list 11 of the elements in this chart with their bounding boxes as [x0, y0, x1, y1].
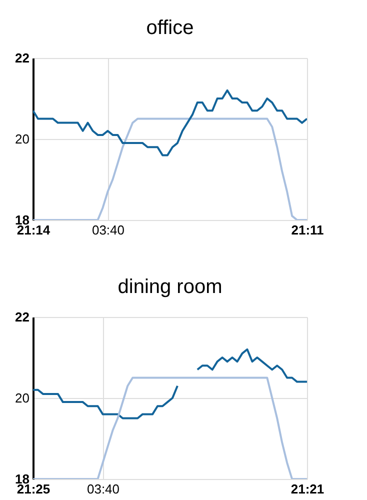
chart-title: dining room — [118, 276, 222, 298]
y-tick-label: 20 — [15, 132, 30, 146]
x-tick-label: 03:40 — [86, 482, 120, 496]
x-tick-label: 03:40 — [92, 222, 124, 238]
chart-title: office — [146, 17, 194, 39]
y-tick-label: 22 — [15, 50, 30, 66]
y-tick-label: 20 — [15, 390, 30, 406]
line-series — [33, 89, 307, 156]
y-tick-label: 22 — [15, 310, 30, 324]
x-tick-label: 21:21 — [290, 482, 324, 496]
x-tick-label: 21:11 — [291, 222, 324, 238]
